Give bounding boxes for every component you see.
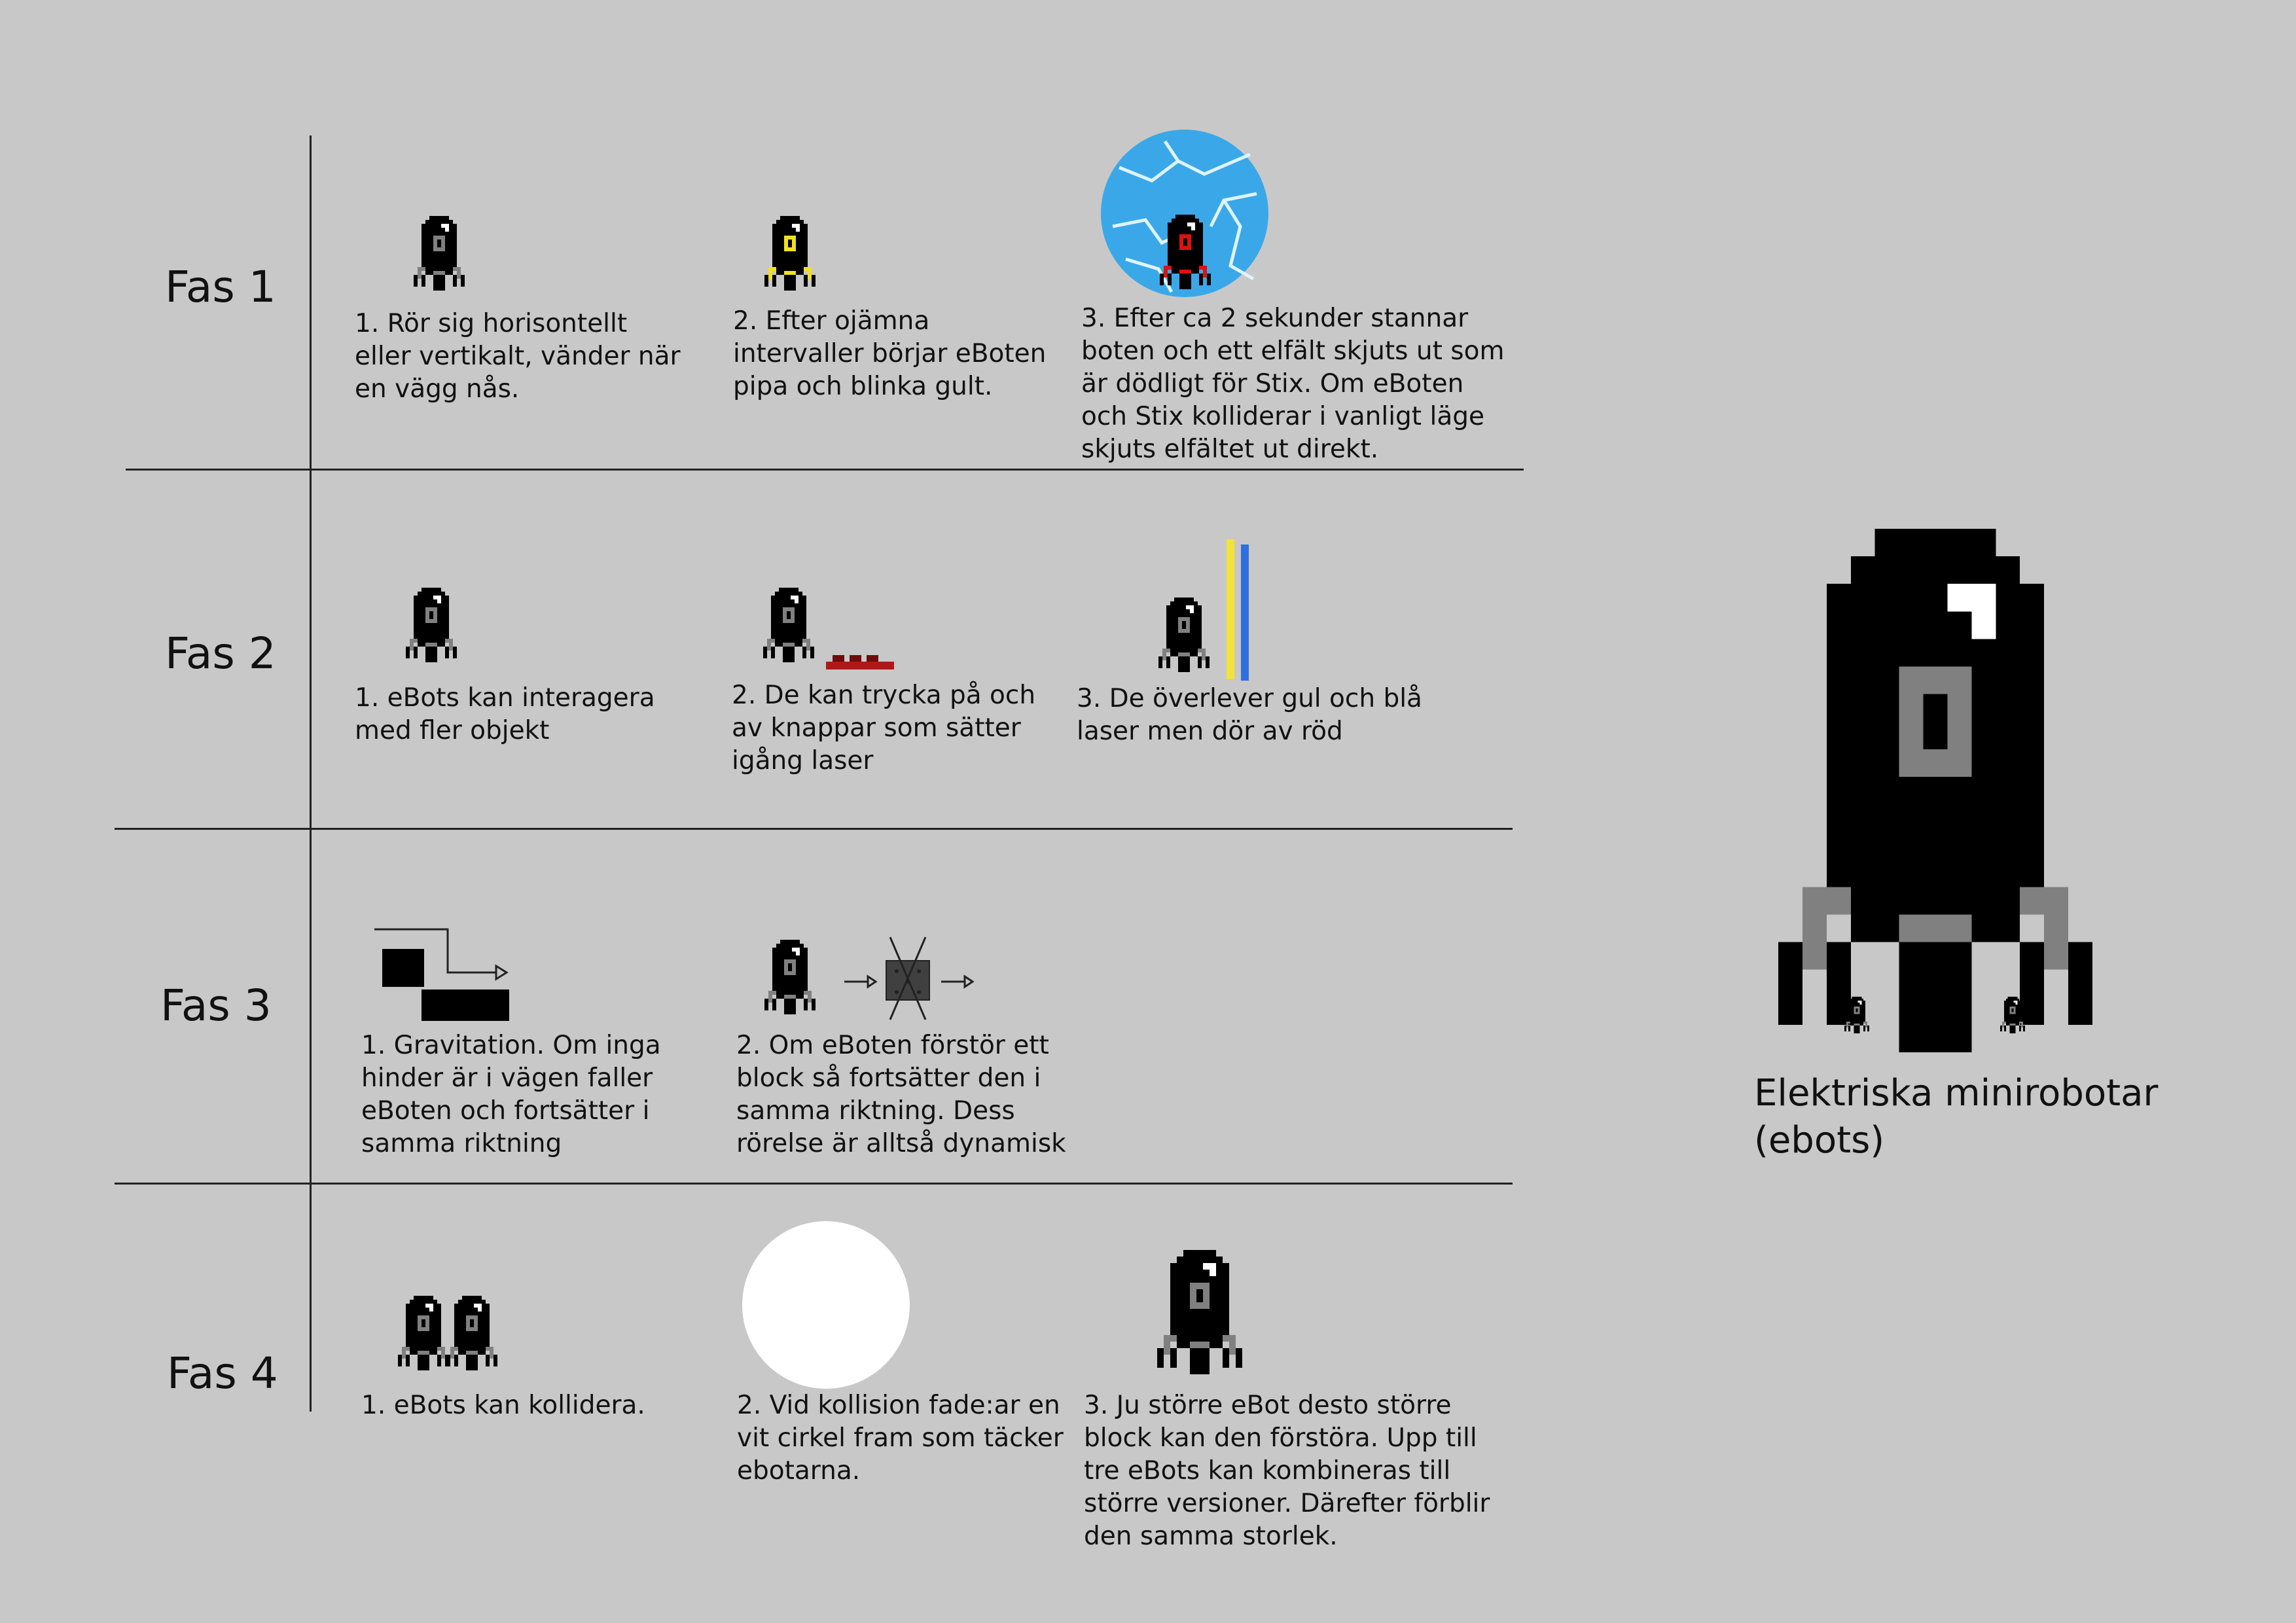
f3-step1-text: 1. Gravitation. Om inga hinder är i väge… <box>361 1031 661 1158</box>
ebot-walking-sprite <box>414 211 465 296</box>
phase-label-2: Fas 2 <box>165 628 276 679</box>
illustration-title-line1: Elektriska minirobotar <box>1754 1072 2159 1115</box>
f3-step2-text: 2. Om eBoten förstör ett block så fortsä… <box>736 1031 1066 1158</box>
f4-step1-text: 1. eBots kan kollidera. <box>361 1391 645 1420</box>
ebot-colliding-right-sprite <box>446 1291 497 1376</box>
ebot-interact-sprite <box>406 582 457 668</box>
f2-step3-text: 3. De överlever gul och blå laser men dö… <box>1077 684 1422 746</box>
ebot-combined-sprite <box>1151 1250 1249 1374</box>
blue-laser <box>1241 544 1249 681</box>
f2-step2-text: 2. De kan trycka på och av knappar som s… <box>732 681 1036 776</box>
ebot-blinking-sprite <box>764 211 816 296</box>
f1-step3-text: 3. Efter ca 2 sekunder stannar boten och… <box>1081 304 1505 464</box>
phase-column-divider <box>310 135 312 1412</box>
ebot-laser-sprite <box>1158 592 1210 677</box>
row-divider-1 <box>126 469 1524 471</box>
ebot-small-right-sprite <box>2000 995 2025 1035</box>
ebot-button-sprite <box>763 582 814 668</box>
ebot-destroy-sprite <box>764 935 816 1020</box>
row-divider-3 <box>115 1183 1513 1185</box>
row-divider-2 <box>115 828 1513 830</box>
f4-step3-text: 3. Ju större eBot desto större block kan… <box>1084 1391 1490 1551</box>
destroyed-block-icon <box>844 936 975 1020</box>
collision-circle-icon <box>742 1221 910 1389</box>
phase-label-3: Fas 3 <box>160 980 272 1031</box>
laser-buttons-icon <box>826 655 894 669</box>
illustration-title: Elektriska minirobotar (ebots) <box>1754 1070 2251 1164</box>
illustration-title-line2: (ebots) <box>1754 1119 1885 1162</box>
phase-label-4: Fas 4 <box>167 1348 278 1399</box>
f4-step2-text: 2. Vid kollision fade:ar en vit cirkel f… <box>737 1391 1064 1486</box>
f1-step2-text: 2. Efter ojämna intervaller börjar eBote… <box>733 306 1047 401</box>
ebot-electrified-sprite <box>1160 209 1211 294</box>
yellow-laser <box>1227 539 1234 679</box>
gravity-diagram-icon <box>374 928 509 1021</box>
ebot-small-left-sprite <box>1844 995 1869 1035</box>
f2-step1-text: 1. eBots kan interagera med fler objekt <box>355 683 655 745</box>
ebot-colliding-left-sprite <box>398 1291 449 1376</box>
phase-label-1: Fas 1 <box>165 262 276 312</box>
f1-step1-text: 1. Rör sig horisontellt eller vertikalt,… <box>355 309 681 404</box>
ebot-large-illustration <box>1778 529 2092 1052</box>
